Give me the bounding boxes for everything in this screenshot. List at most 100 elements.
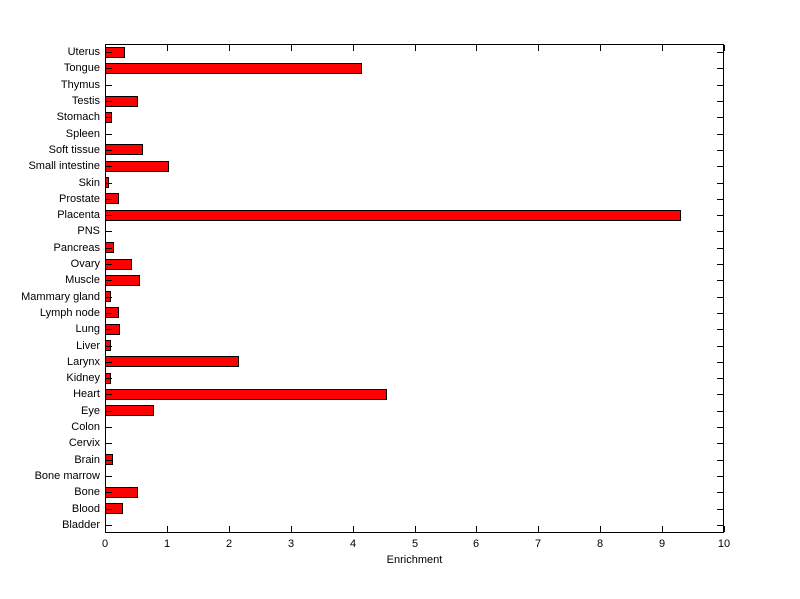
y-category-label: Bone [74,486,100,498]
x-tick-label: 10 [717,538,731,550]
x-tick [476,526,477,532]
y-tick-right [717,329,723,330]
x-tick-top [476,45,477,51]
y-tick-right [717,68,723,69]
y-category-label: Eye [81,405,100,417]
y-category-label: Lymph node [39,307,100,319]
x-tick-top [291,45,292,51]
y-tick-right [717,411,723,412]
y-tick [106,101,112,102]
y-tick-right [717,492,723,493]
y-category-label: Bladder [62,519,100,531]
x-tick [724,526,725,532]
x-tick-label: 6 [472,538,480,550]
y-tick-right [717,248,723,249]
y-tick-right [717,313,723,314]
y-tick-right [717,460,723,461]
bar [105,161,169,172]
y-tick-right [717,215,723,216]
y-tick-right [717,443,723,444]
x-tick [229,526,230,532]
bar [105,193,119,204]
y-category-label: Lung [75,323,100,335]
y-tick [106,492,112,493]
y-tick [106,411,112,412]
bar [105,324,120,335]
bar [105,291,111,302]
y-category-label: Liver [76,340,100,352]
y-category-label: Soft tissue [48,144,100,156]
x-tick [415,526,416,532]
x-tick-label: 2 [225,538,233,550]
y-tick-right [717,264,723,265]
x-tick-top [353,45,354,51]
y-category-label: Thymus [60,79,100,91]
y-category-label: Larynx [66,356,100,368]
bar [105,259,132,270]
x-tick-label: 5 [411,538,419,550]
y-tick-right [717,231,723,232]
y-tick [106,346,112,347]
y-tick-right [717,101,723,102]
bar [105,405,154,416]
x-tick-top [600,45,601,51]
y-tick [106,329,112,330]
y-tick [106,394,112,395]
y-tick-right [717,166,723,167]
y-tick-right [717,85,723,86]
x-tick [291,526,292,532]
bar [105,389,387,400]
y-category-label: Placenta [57,209,100,221]
y-tick-right [717,150,723,151]
x-tick [167,526,168,532]
y-category-label: Bone marrow [34,470,100,482]
y-tick-right [717,525,723,526]
x-tick-top [105,45,106,51]
x-tick [538,526,539,532]
bar [105,210,681,221]
x-tick-top [538,45,539,51]
bar [105,487,138,498]
y-tick [106,231,112,232]
y-tick [106,427,112,428]
y-tick-right [717,476,723,477]
y-category-label: Colon [71,421,100,433]
y-category-label: Heart [73,388,100,400]
y-tick-right [717,183,723,184]
x-tick-label: 3 [287,538,295,550]
y-tick [106,117,112,118]
x-tick-label: 0 [101,538,109,550]
x-tick-label: 8 [596,538,604,550]
x-tick-label: 7 [534,538,542,550]
y-tick [106,509,112,510]
y-tick-right [717,297,723,298]
bar [105,340,111,351]
y-category-label: Muscle [65,274,100,286]
bar [105,307,119,318]
y-tick [106,378,112,379]
y-category-label: Testis [71,95,100,107]
bar [105,144,143,155]
y-tick [106,215,112,216]
bar [105,63,362,74]
bar [105,242,114,253]
x-axis-title: Enrichment [386,554,443,566]
y-tick [106,313,112,314]
bar [105,177,109,188]
y-tick-right [717,378,723,379]
y-category-label: PNS [77,225,100,237]
y-tick [106,264,112,265]
bar [105,503,123,514]
y-tick-right [717,134,723,135]
y-category-label: Blood [71,503,100,515]
y-category-label: Cervix [68,437,100,449]
y-tick [106,443,112,444]
bar [105,96,138,107]
y-category-label: Tongue [63,62,100,74]
y-category-label: Skin [78,177,100,189]
y-category-label: Spleen [65,128,100,140]
bar [105,454,113,465]
x-tick-label: 9 [658,538,666,550]
